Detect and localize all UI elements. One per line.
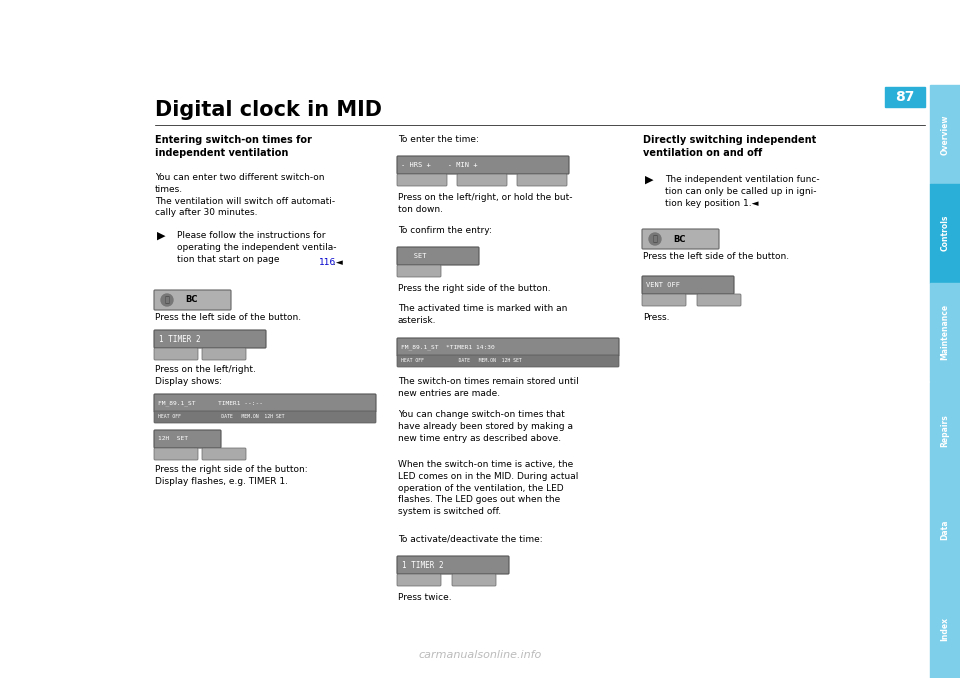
FancyBboxPatch shape <box>397 355 619 367</box>
FancyBboxPatch shape <box>397 556 509 574</box>
FancyBboxPatch shape <box>154 394 376 412</box>
Text: The activated time is marked with an
asterisk.: The activated time is marked with an ast… <box>398 304 567 325</box>
Text: When the switch-on time is active, the
LED comes on in the MID. During actual
op: When the switch-on time is active, the L… <box>398 460 578 516</box>
Text: 116: 116 <box>319 258 336 267</box>
Text: VENT OFF: VENT OFF <box>646 282 680 288</box>
Text: Repairs: Repairs <box>941 414 949 447</box>
Bar <box>885 87 925 107</box>
Text: FM_89.1_ST      TIMER1 --:--: FM_89.1_ST TIMER1 --:-- <box>158 400 263 406</box>
FancyBboxPatch shape <box>642 294 686 306</box>
FancyBboxPatch shape <box>697 294 741 306</box>
FancyBboxPatch shape <box>154 448 198 460</box>
FancyBboxPatch shape <box>202 448 246 460</box>
Text: To activate/deactivate the time:: To activate/deactivate the time: <box>398 535 542 544</box>
Text: BC: BC <box>185 296 198 304</box>
Text: You can enter two different switch-on
times.
The ventilation will switch off aut: You can enter two different switch-on ti… <box>155 173 335 218</box>
Text: FM_89.1_ST  *TIMER1 14:30: FM_89.1_ST *TIMER1 14:30 <box>401 344 494 350</box>
FancyBboxPatch shape <box>397 156 569 174</box>
Text: Press the left side of the button.: Press the left side of the button. <box>155 313 301 322</box>
Text: Data: Data <box>941 519 949 540</box>
Text: BC: BC <box>673 235 685 243</box>
Text: Overview: Overview <box>941 114 949 155</box>
FancyBboxPatch shape <box>154 430 221 448</box>
FancyBboxPatch shape <box>397 574 441 586</box>
FancyBboxPatch shape <box>202 348 246 360</box>
Text: carmanualsonline.info: carmanualsonline.info <box>419 650 541 660</box>
Text: Maintenance: Maintenance <box>941 304 949 360</box>
Bar <box>930 382 960 480</box>
Text: 12H  SET: 12H SET <box>158 437 188 441</box>
Text: Press the left side of the button.: Press the left side of the button. <box>643 252 789 261</box>
Text: To enter the time:: To enter the time: <box>398 135 479 144</box>
Text: Directly switching independent
ventilation on and off: Directly switching independent ventilati… <box>643 135 816 158</box>
Text: Press on the left/right.
Display shows:: Press on the left/right. Display shows: <box>155 365 256 386</box>
Text: ▶: ▶ <box>645 175 654 185</box>
Text: The independent ventilation func-
tion can only be called up in igni-
tion key p: The independent ventilation func- tion c… <box>665 175 820 207</box>
Bar <box>930 579 960 678</box>
Text: Press on the left/right, or hold the but-
ton down.: Press on the left/right, or hold the but… <box>398 193 572 214</box>
Text: Index: Index <box>941 616 949 641</box>
Text: Press.: Press. <box>643 313 669 322</box>
FancyBboxPatch shape <box>154 411 376 423</box>
Text: Press twice.: Press twice. <box>398 593 451 602</box>
Text: Controls: Controls <box>941 215 949 252</box>
Text: ⧖: ⧖ <box>164 296 170 304</box>
FancyBboxPatch shape <box>642 276 734 294</box>
FancyBboxPatch shape <box>397 338 619 356</box>
FancyBboxPatch shape <box>642 229 719 249</box>
Text: You can change switch-on times that
have already been stored by making a
new tim: You can change switch-on times that have… <box>398 410 573 443</box>
Text: Digital clock in MID: Digital clock in MID <box>155 100 382 120</box>
Text: - HRS +    - MIN +: - HRS + - MIN + <box>401 162 477 168</box>
Text: HEAT OFF              DATE   MEM.ON  12H SET: HEAT OFF DATE MEM.ON 12H SET <box>158 414 284 420</box>
Text: Please follow the instructions for
operating the independent ventila-
tion that : Please follow the instructions for opera… <box>177 231 337 264</box>
Circle shape <box>161 294 173 306</box>
Text: HEAT OFF            DATE   MEM.ON  12H SET: HEAT OFF DATE MEM.ON 12H SET <box>401 359 521 363</box>
FancyBboxPatch shape <box>517 174 567 186</box>
FancyBboxPatch shape <box>397 247 479 265</box>
Text: 1 TIMER 2: 1 TIMER 2 <box>402 561 444 570</box>
Text: 87: 87 <box>896 90 915 104</box>
Text: Press the right side of the button.: Press the right side of the button. <box>398 284 551 293</box>
FancyBboxPatch shape <box>154 330 266 348</box>
Text: Press the right side of the button:
Display flashes, e.g. TIMER 1.: Press the right side of the button: Disp… <box>155 465 307 486</box>
Bar <box>930 184 960 283</box>
Bar <box>930 480 960 579</box>
FancyBboxPatch shape <box>154 290 231 310</box>
Circle shape <box>649 233 661 245</box>
FancyBboxPatch shape <box>452 574 496 586</box>
Text: .◄: .◄ <box>333 258 343 267</box>
Text: The switch-on times remain stored until
new entries are made.: The switch-on times remain stored until … <box>398 377 579 398</box>
Text: Entering switch-on times for
independent ventilation: Entering switch-on times for independent… <box>155 135 312 158</box>
FancyBboxPatch shape <box>457 174 507 186</box>
Text: SET: SET <box>401 253 426 259</box>
Text: ⧖: ⧖ <box>653 235 658 243</box>
FancyBboxPatch shape <box>397 174 447 186</box>
FancyBboxPatch shape <box>397 265 441 277</box>
Text: ▶: ▶ <box>157 231 165 241</box>
Bar <box>930 283 960 382</box>
Text: 1 TIMER 2: 1 TIMER 2 <box>159 334 201 344</box>
FancyBboxPatch shape <box>154 348 198 360</box>
Bar <box>930 85 960 184</box>
Text: To confirm the entry:: To confirm the entry: <box>398 226 492 235</box>
